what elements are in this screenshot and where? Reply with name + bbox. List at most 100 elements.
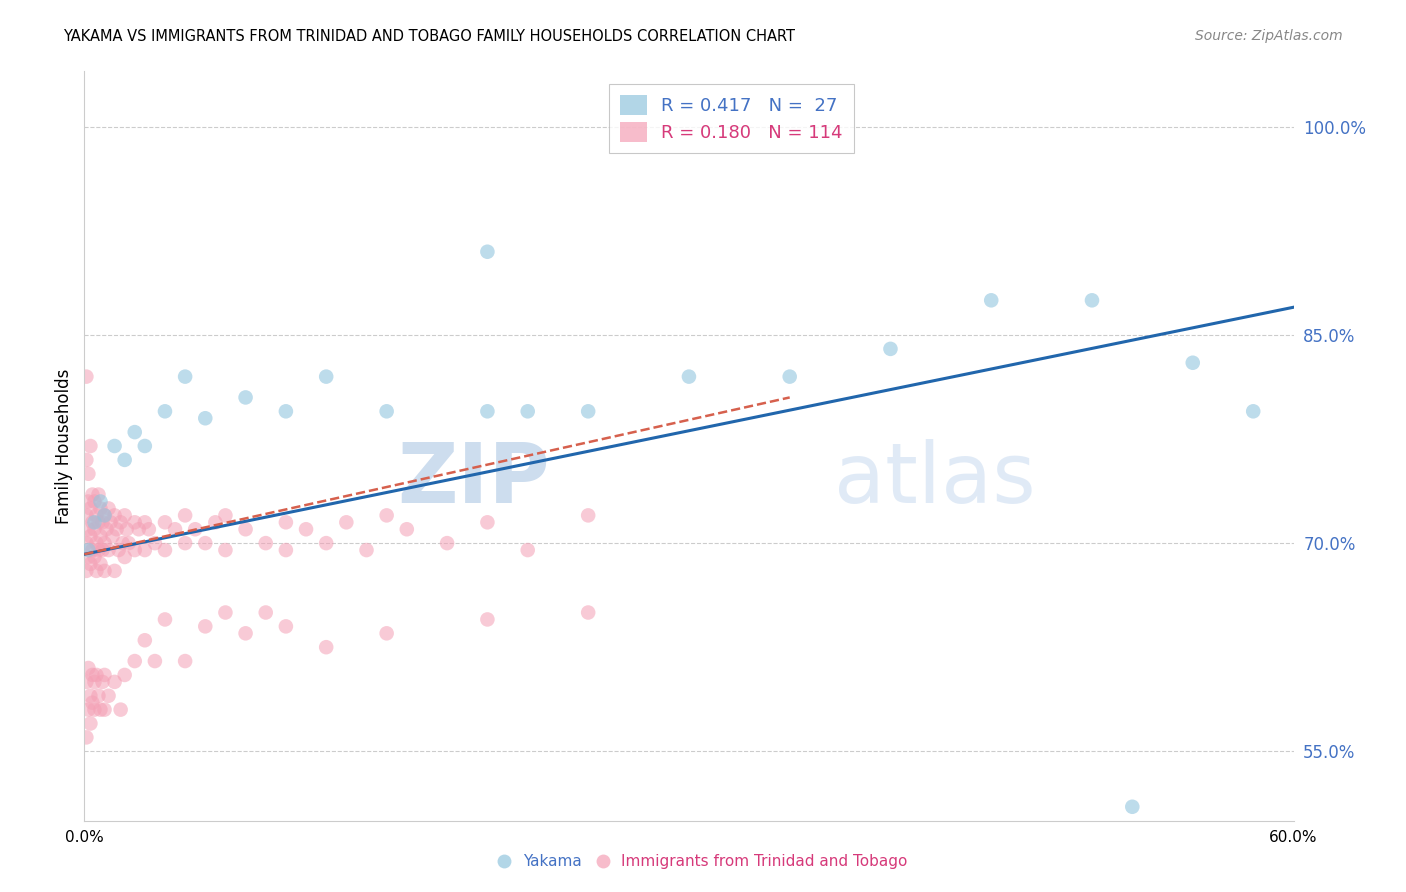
Point — [214, 508, 236, 523]
Point — [235, 522, 257, 536]
Point — [75, 369, 97, 384]
Point — [235, 626, 257, 640]
Point — [477, 612, 499, 626]
Point — [75, 674, 97, 689]
Point — [214, 543, 236, 558]
Legend: Yakama, Immigrants from Trinidad and Tobago: Yakama, Immigrants from Trinidad and Tob… — [492, 848, 914, 875]
Point — [77, 467, 100, 481]
Point — [86, 508, 108, 523]
Point — [101, 529, 124, 543]
Point — [174, 654, 197, 668]
Point — [274, 516, 297, 530]
Point — [79, 689, 101, 703]
Point — [111, 536, 134, 550]
Point — [86, 564, 108, 578]
Point — [110, 703, 132, 717]
Point — [75, 536, 97, 550]
Point — [375, 626, 398, 640]
Point — [165, 522, 187, 536]
Point — [97, 501, 120, 516]
Point — [576, 508, 599, 523]
Point — [77, 661, 100, 675]
Point — [100, 516, 122, 530]
Point — [82, 516, 104, 530]
Point — [97, 543, 120, 558]
Text: atlas: atlas — [834, 439, 1036, 520]
Point — [75, 508, 97, 523]
Point — [89, 703, 111, 717]
Point — [87, 543, 110, 558]
Point — [204, 516, 226, 530]
Point — [274, 619, 297, 633]
Point — [274, 543, 297, 558]
Point — [77, 522, 100, 536]
Point — [395, 522, 418, 536]
Point — [214, 606, 236, 620]
Point — [93, 703, 115, 717]
Point — [128, 522, 150, 536]
Point — [143, 654, 166, 668]
Point — [134, 439, 156, 453]
Text: YAKAMA VS IMMIGRANTS FROM TRINIDAD AND TOBAGO FAMILY HOUSEHOLDS CORRELATION CHAR: YAKAMA VS IMMIGRANTS FROM TRINIDAD AND T… — [63, 29, 796, 44]
Point — [104, 674, 127, 689]
Point — [77, 494, 100, 508]
Point — [114, 453, 136, 467]
Point — [143, 536, 166, 550]
Point — [83, 703, 105, 717]
Point — [576, 404, 599, 418]
Point — [91, 516, 114, 530]
Point — [79, 439, 101, 453]
Point — [118, 536, 141, 550]
Point — [83, 549, 105, 564]
Point — [194, 536, 217, 550]
Point — [124, 425, 146, 439]
Point — [86, 536, 108, 550]
Point — [107, 543, 129, 558]
Point — [77, 703, 100, 717]
Point — [134, 543, 156, 558]
Point — [194, 619, 217, 633]
Point — [295, 522, 318, 536]
Point — [174, 536, 197, 550]
Point — [124, 654, 146, 668]
Point — [274, 404, 297, 418]
Point — [124, 543, 146, 558]
Point — [254, 606, 277, 620]
Point — [82, 543, 104, 558]
Point — [114, 508, 136, 523]
Point — [114, 668, 136, 682]
Point — [83, 674, 105, 689]
Point — [174, 508, 197, 523]
Point — [335, 516, 357, 530]
Point — [75, 453, 97, 467]
Point — [516, 404, 538, 418]
Point — [96, 522, 118, 536]
Point — [79, 716, 101, 731]
Point — [134, 516, 156, 530]
Point — [79, 501, 101, 516]
Point — [254, 536, 277, 550]
Point — [114, 549, 136, 564]
Point — [315, 536, 337, 550]
Point — [93, 564, 115, 578]
Point — [980, 293, 1002, 308]
Point — [115, 522, 138, 536]
Point — [93, 536, 115, 550]
Point — [75, 731, 97, 745]
Point — [79, 529, 101, 543]
Y-axis label: Family Households: Family Households — [55, 368, 73, 524]
Point — [1081, 293, 1104, 308]
Point — [83, 522, 105, 536]
Point — [77, 549, 100, 564]
Point — [477, 516, 499, 530]
Point — [477, 404, 499, 418]
Point — [516, 543, 538, 558]
Point — [82, 668, 104, 682]
Point — [375, 508, 398, 523]
Point — [82, 487, 104, 501]
Point — [87, 689, 110, 703]
Point — [97, 689, 120, 703]
Point — [879, 342, 901, 356]
Point — [87, 516, 110, 530]
Point — [678, 369, 700, 384]
